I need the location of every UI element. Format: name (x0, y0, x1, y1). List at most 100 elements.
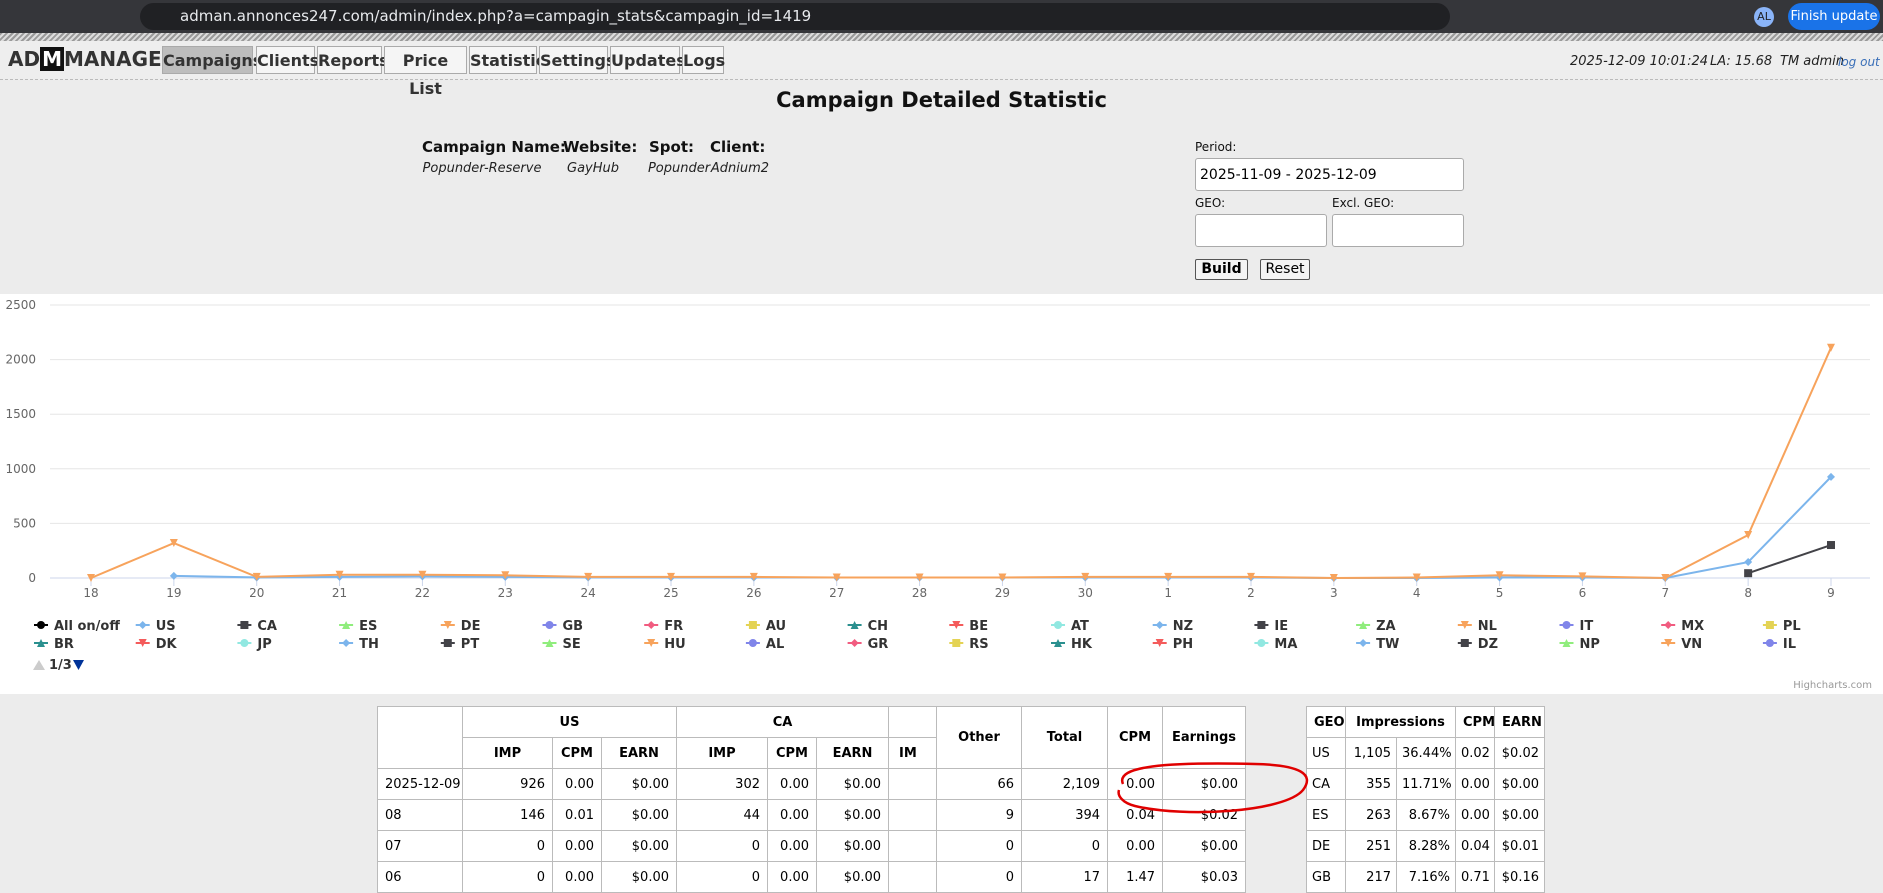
legend-label: NP (1580, 637, 1600, 652)
column-header: Earnings (1162, 706, 1247, 769)
legend-item[interactable]: HK (1051, 637, 1093, 652)
legend-item[interactable]: AU (745, 619, 786, 634)
legend-item[interactable]: BE (949, 619, 988, 634)
menu-item[interactable]: Settings (539, 46, 616, 74)
legend-item[interactable]: TH (339, 637, 379, 652)
update-button[interactable]: Finish update (1788, 3, 1880, 30)
menu-item[interactable]: Reports (317, 46, 389, 74)
x-tick-label: 21 (332, 586, 347, 600)
legend-item[interactable]: DZ (1457, 637, 1498, 652)
legend-item[interactable]: ES (339, 619, 377, 634)
legend-item[interactable]: HU (644, 637, 686, 652)
x-tick-label: 22 (415, 586, 430, 600)
legend-label: GR (868, 637, 889, 652)
column-header: Total (1021, 706, 1109, 769)
legend-label: MX (1681, 619, 1704, 634)
pager-up[interactable] (33, 660, 45, 670)
cell: 0 (936, 830, 1023, 862)
legend-item[interactable]: IT (1559, 619, 1594, 634)
legend-item[interactable]: BR (34, 637, 74, 652)
legend-item[interactable]: PH (1152, 637, 1193, 652)
cell: 0 (936, 861, 1023, 893)
legend-symbol (748, 639, 757, 647)
menu-item[interactable]: Price List (384, 46, 467, 98)
cell: $0.00 (1494, 799, 1545, 831)
point (169, 571, 178, 580)
header-row: IMP CPM EARN IMP CPM EARN IM (378, 737, 1246, 769)
legend-symbol (37, 639, 45, 647)
legend-item[interactable]: SE (542, 637, 581, 652)
legend-item[interactable]: MA (1254, 637, 1297, 652)
legend-symbol (545, 639, 554, 647)
pager-down[interactable] (73, 660, 84, 670)
legend-item[interactable]: JP (237, 637, 272, 652)
column-header: CPM (1455, 706, 1495, 738)
legend-item[interactable]: TW (1356, 637, 1399, 652)
legend-item[interactable]: FR (644, 619, 683, 634)
legend-item[interactable]: IL (1762, 637, 1796, 652)
menu-item[interactable]: Campaigns (162, 46, 262, 74)
x-tick-label: 7 (1661, 586, 1669, 600)
legend-label: MA (1274, 637, 1297, 652)
logo-part: MANAGER (64, 47, 178, 71)
logout-link[interactable]: log out (1838, 55, 1880, 69)
cell: 0.00 (552, 861, 602, 893)
legend-item[interactable]: AL (745, 637, 784, 652)
browser-toolbar: adman.annonces247.com/admin/index.php?a=… (0, 0, 1883, 33)
reset-button[interactable]: Reset (1260, 259, 1310, 280)
legend-item[interactable]: ZA (1356, 619, 1396, 634)
legend-item[interactable]: IE (1254, 619, 1288, 634)
y-tick-label: 2000 (5, 353, 36, 367)
legend-item[interactable]: DK (135, 637, 178, 652)
legend-item[interactable]: VN (1661, 637, 1702, 652)
legend-label: ZA (1376, 619, 1396, 634)
x-tick-label: 29 (995, 586, 1010, 600)
point (1412, 573, 1421, 582)
logo-part: AD (8, 47, 41, 71)
column-header: IM (888, 737, 938, 769)
menu-item[interactable]: Logs (682, 46, 725, 74)
legend-item[interactable]: US (135, 619, 176, 634)
menu-item[interactable]: Updates (610, 46, 686, 74)
cell: 263 (1345, 799, 1397, 831)
y-tick-label: 1500 (5, 407, 36, 421)
legend-item[interactable]: DE (440, 619, 481, 634)
legend-item[interactable]: AT (1051, 619, 1089, 634)
legend-item[interactable]: NZ (1152, 619, 1193, 634)
legend-item[interactable]: GR (847, 637, 889, 652)
cell: 355 (1345, 768, 1397, 800)
cell: 146 (462, 799, 553, 831)
period-input[interactable]: 2025-11-09 - 2025-12-09 (1195, 158, 1464, 191)
cell: $0.00 (1162, 768, 1247, 800)
menu-item[interactable]: Statistics (469, 46, 555, 74)
data-row: 2025-12-09 926 0.00 $0.00 302 0.00 $0.00 66 2,10… (377, 768, 1247, 800)
legend-item[interactable]: GB (542, 619, 584, 634)
x-tick-label: 20 (249, 586, 264, 600)
cell: 0.00 (767, 768, 817, 800)
legend-item[interactable]: NL (1457, 619, 1497, 634)
legend-symbol (138, 621, 147, 629)
column-header: Impressions (1345, 706, 1456, 738)
build-button[interactable]: Build (1195, 259, 1248, 280)
menu-item[interactable]: Clients (256, 46, 319, 74)
legend-item[interactable]: CH (847, 619, 888, 634)
legend-item[interactable]: MX (1661, 619, 1704, 634)
profile-avatar[interactable]: AL (1754, 7, 1774, 27)
y-tick-label: 1000 (5, 462, 36, 476)
legend-item[interactable]: CA (237, 619, 277, 634)
legend-symbol (1562, 639, 1571, 647)
address-bar[interactable]: adman.annonces247.com/admin/index.php?a=… (140, 3, 1450, 30)
y-tick-label: 500 (13, 516, 36, 530)
legend-item[interactable]: PT (440, 637, 480, 652)
legend-item[interactable]: All on/off (34, 619, 120, 634)
logo[interactable]: AD M MANAGER (8, 47, 177, 71)
legend-item[interactable]: RS (949, 637, 989, 652)
legend-item[interactable]: PL (1762, 619, 1801, 634)
data-row: US 1,105 36.44% 0.02 $0.02 (1306, 737, 1545, 769)
legend-label: AT (1071, 619, 1089, 634)
excl-geo-input[interactable] (1332, 214, 1464, 247)
geo-input[interactable] (1195, 214, 1327, 247)
legend-item[interactable]: NP (1559, 637, 1600, 652)
